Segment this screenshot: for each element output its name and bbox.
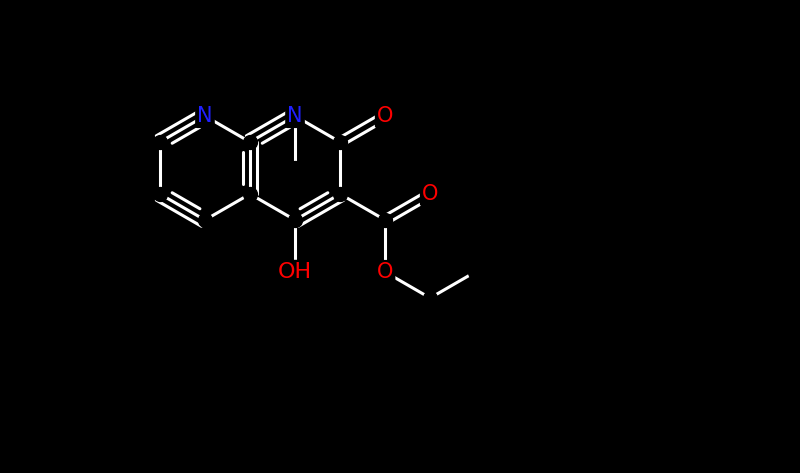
Text: N: N [287, 106, 302, 126]
Text: N: N [198, 106, 213, 126]
Text: O: O [377, 262, 394, 282]
Text: O: O [377, 106, 394, 126]
Text: OH: OH [278, 262, 312, 282]
Text: O: O [422, 184, 438, 204]
